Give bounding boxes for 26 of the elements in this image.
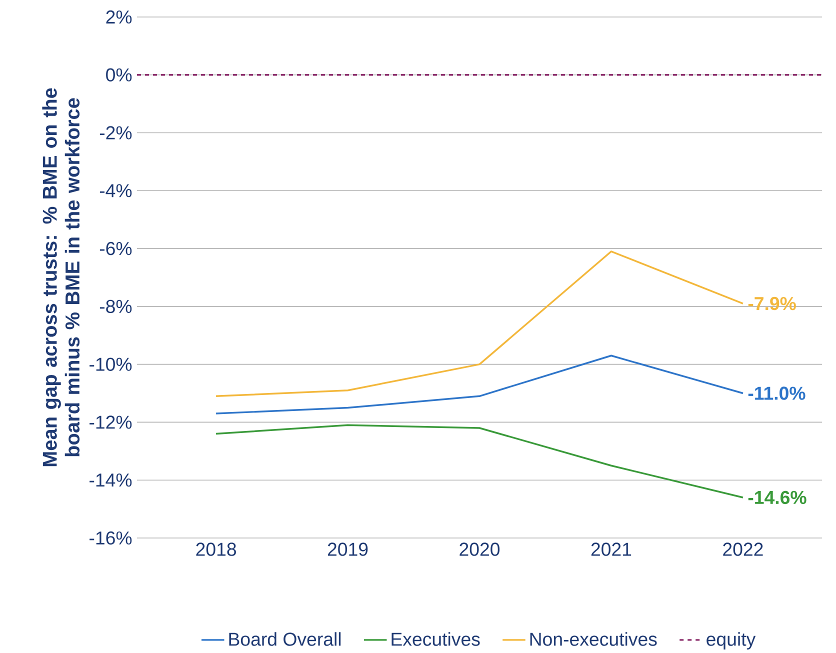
x-tick-label: 2022: [723, 542, 763, 556]
x-tick-label: 2018: [196, 542, 236, 556]
y-tick-label: -6%: [100, 242, 132, 256]
legend-label: Board Overall: [229, 632, 341, 646]
x-tick-label: 2019: [328, 542, 368, 556]
line-series: [215, 354, 744, 414]
y-tick-label: 2%: [106, 10, 132, 24]
y-tick-label: -16%: [90, 531, 132, 545]
y-axis-title: Mean gap across trusts: % BME on the board minus % BME in the workforce: [42, 88, 80, 466]
data-label: -14.6%: [748, 490, 806, 504]
line-series: [215, 250, 744, 398]
y-tick-label: -8%: [100, 300, 132, 314]
data-label: -11.0%: [748, 386, 806, 400]
y-tick-label: 0%: [106, 68, 132, 82]
y-tick-label: -10%: [90, 358, 132, 371]
x-tick-label: 2021: [591, 542, 632, 556]
y-tick-label: -2%: [100, 126, 132, 140]
data-label: -7.9%: [748, 296, 796, 310]
x-tick-label: 2020: [460, 542, 500, 556]
legend-label: equity: [706, 632, 756, 650]
legend-label: Executives: [392, 632, 480, 646]
line-series: [215, 424, 744, 498]
y-tick-label: -14%: [90, 474, 132, 487]
y-tick-label: -12%: [90, 416, 132, 429]
legend-label: Non-executives: [530, 632, 657, 646]
y-tick-label: -4%: [100, 184, 132, 198]
